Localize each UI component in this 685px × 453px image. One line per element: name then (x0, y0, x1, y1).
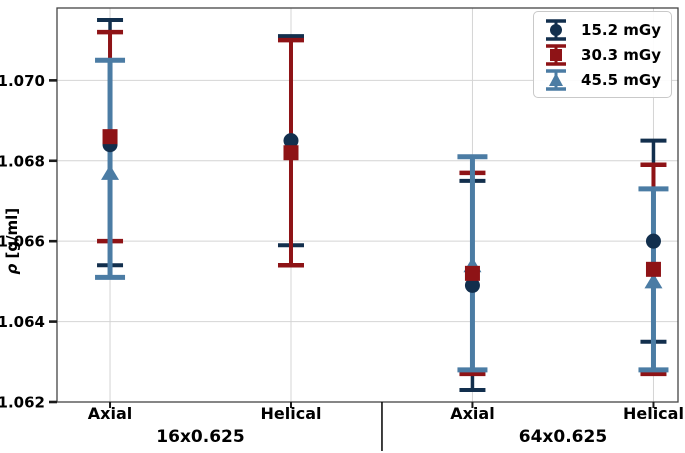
legend-triangle-errorbar-icon (546, 68, 567, 91)
marker-circle (645, 233, 661, 249)
plot-border (56, 7, 679, 403)
y-tick-label: 1.064 (0, 313, 45, 331)
marker-square (464, 265, 480, 281)
axis-ticks (49, 79, 655, 451)
marker-square (102, 129, 118, 145)
legend-square-errorbar-icon (546, 43, 567, 66)
x-group-label: 64x0.625 (519, 427, 607, 447)
x-tick-label: Axial (450, 404, 494, 423)
marker-triangle (101, 164, 120, 180)
y-tick-label: 1.068 (0, 152, 45, 170)
marker-square (645, 261, 661, 277)
x-tick-label: Axial (88, 404, 132, 423)
x-tick-label: Helical (261, 404, 322, 423)
legend-entry: 30.3 mGy (542, 42, 661, 67)
legend-marker (550, 48, 563, 61)
legend-entry: 15.2 mGy (542, 17, 661, 42)
legend-marker (550, 23, 563, 36)
y-tick-label: 1.070 (0, 72, 45, 90)
legend-label: 15.2 mGy (581, 20, 661, 39)
legend-label: 45.5 mGy (581, 70, 661, 89)
marker-circle (283, 133, 299, 149)
y-tick-label: 1.066 (0, 233, 45, 251)
legend-entry: 45.5 mGy (542, 67, 661, 92)
legend-marker (549, 72, 564, 86)
legend-label: 30.3 mGy (581, 45, 661, 64)
x-tick-label: Helical (623, 404, 684, 423)
axis-labels: 1.062 1.064 1.066 1.068 1.070 Axial Helical Axi… (0, 72, 684, 447)
legend-circle-errorbar-icon (546, 18, 567, 41)
y-axis-label: ρ [g/ml] (3, 208, 21, 275)
marker-triangle (644, 273, 663, 289)
legend: 15.2 mGy 30.3 mGy 45.5 mGy (533, 11, 672, 98)
y-tick-label: 1.062 (0, 394, 45, 412)
marker-circle (464, 277, 480, 293)
axes-spines (56, 7, 679, 403)
marker-square (283, 145, 299, 161)
x-group-label: 16x0.625 (156, 427, 244, 447)
series-markers (101, 129, 663, 293)
